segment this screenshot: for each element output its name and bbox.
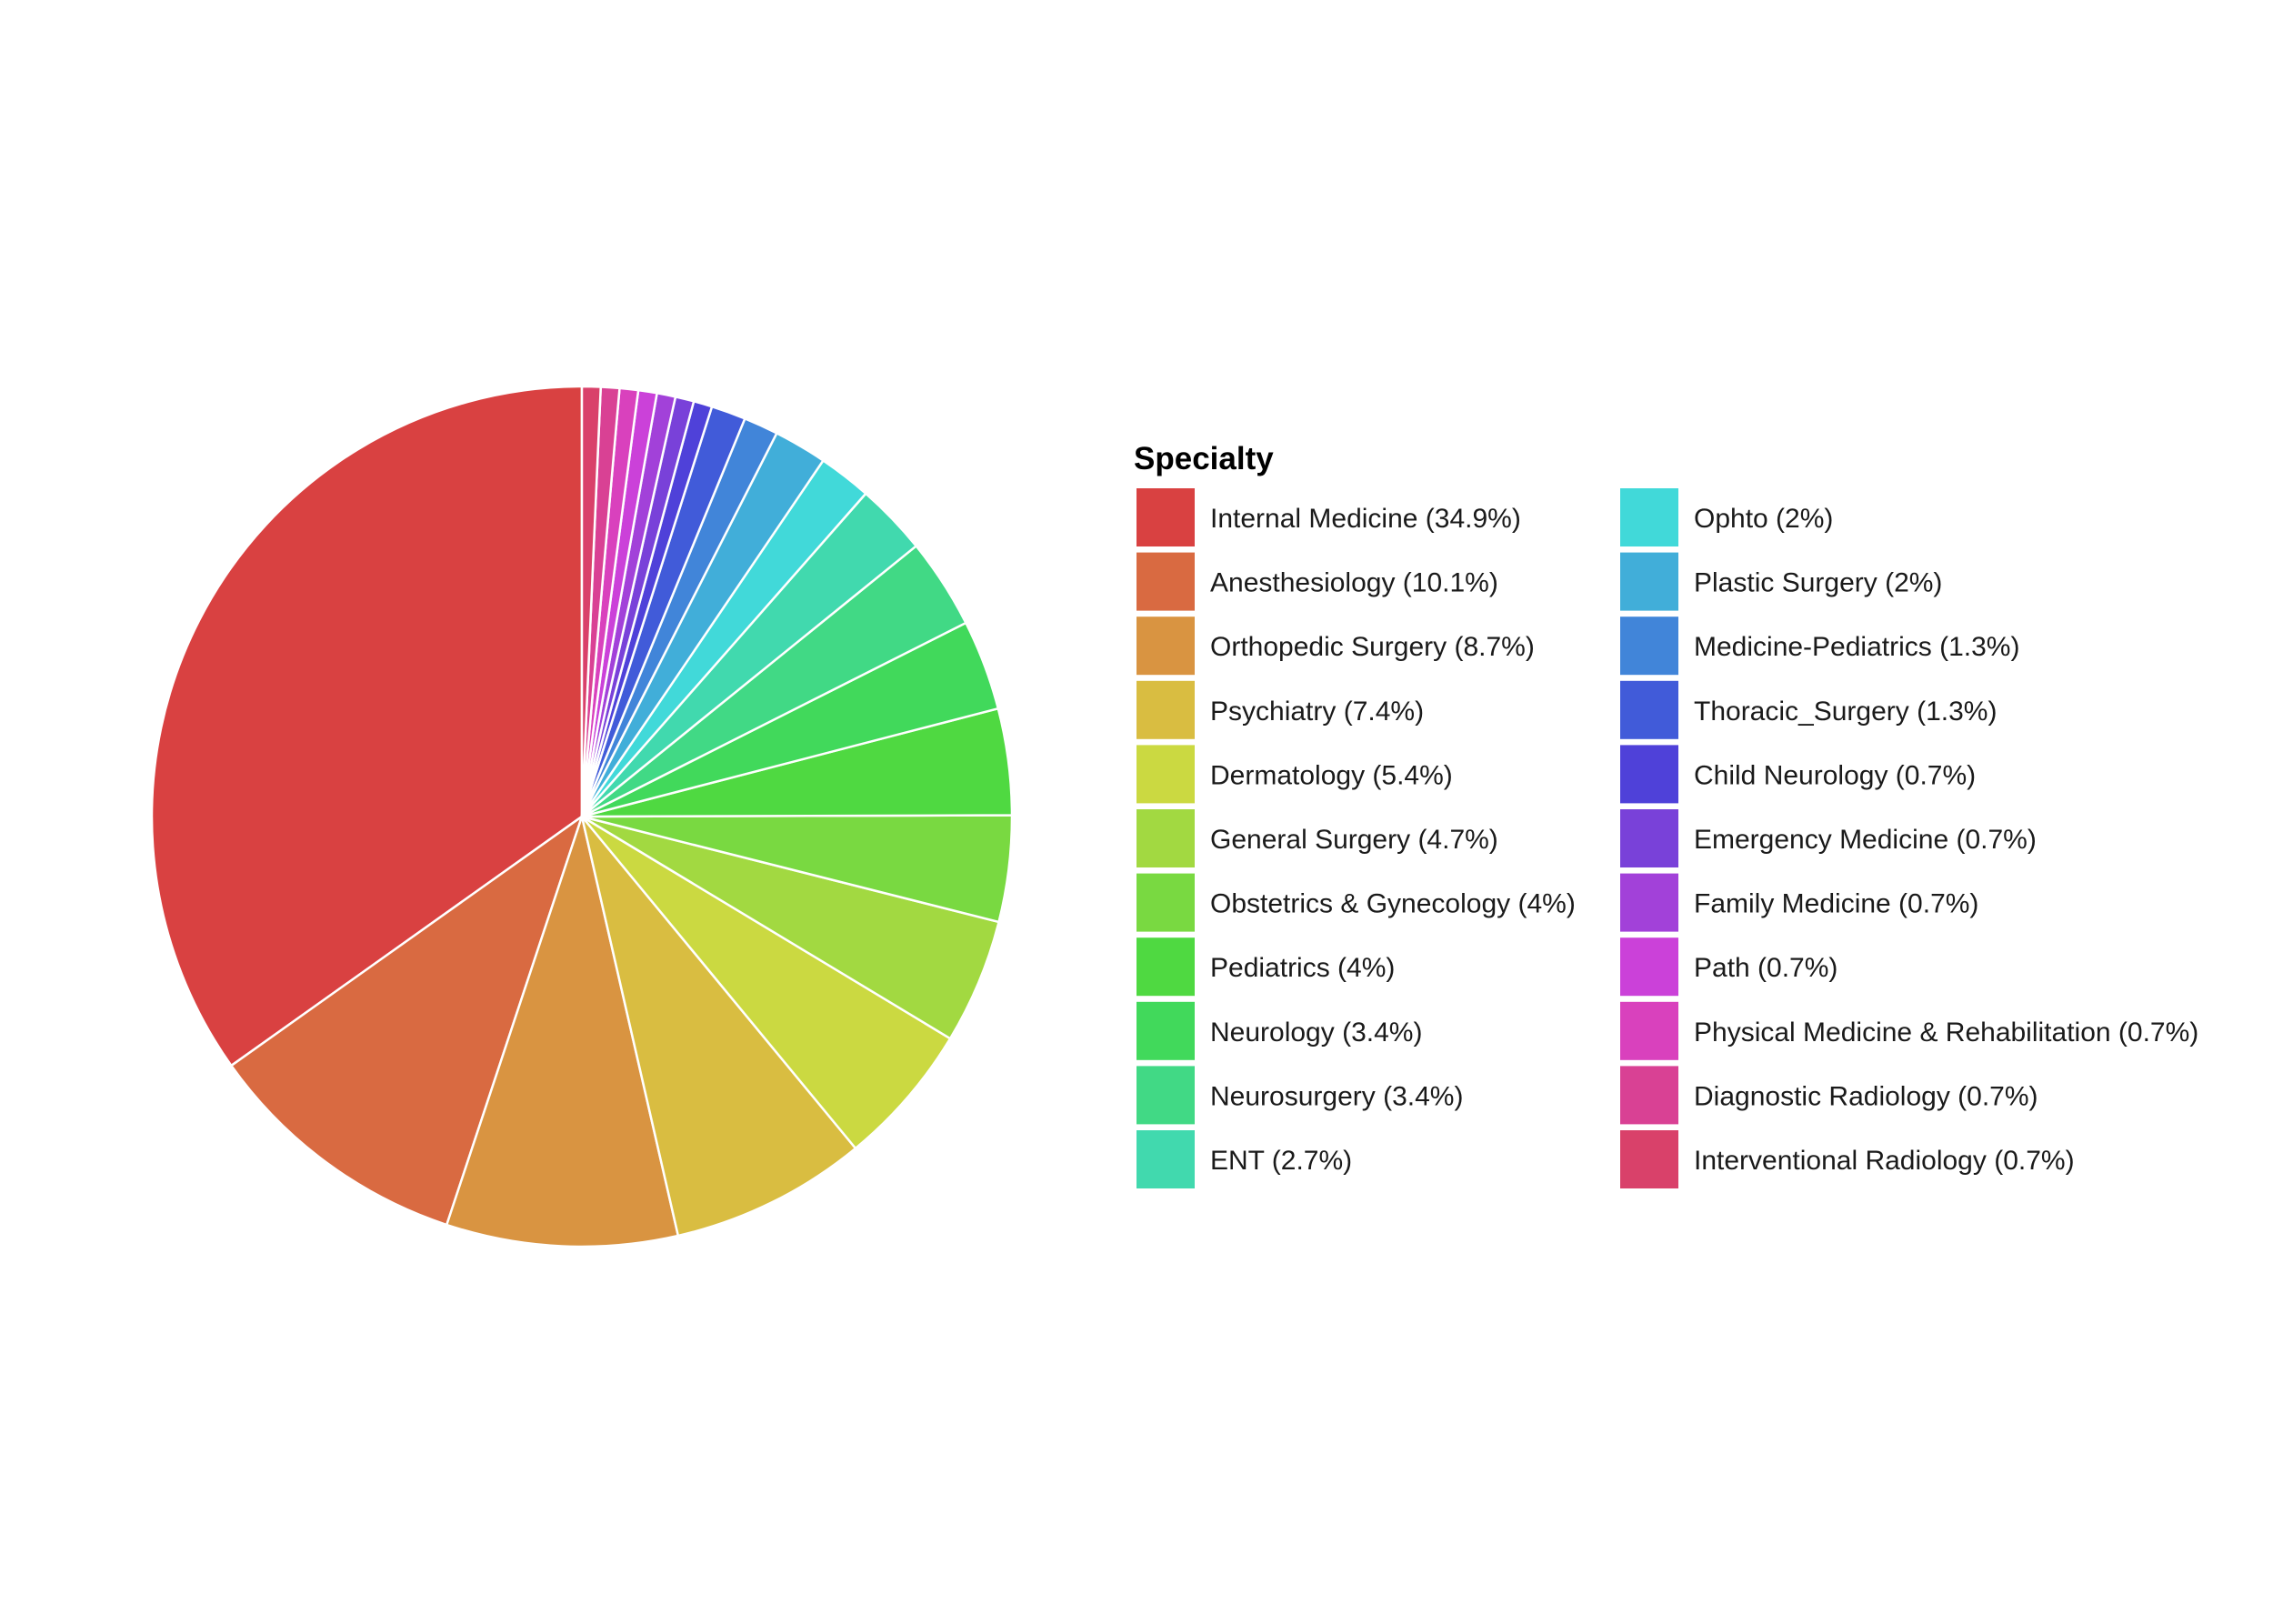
legend-label: Internal Medicine (34.9%) [1210,504,1521,534]
legend-label: Child Neurology (0.7%) [1694,760,1976,790]
legend-swatch [1136,680,1195,739]
legend-label: Plastic Surgery (2%) [1694,568,1942,598]
legend-item-internal-medicine: Internal Medicine (34.9%) [1136,488,1521,546]
legend: Specialty Internal Medicine (34.9%) Anest… [1134,441,2198,1188]
legend-item-ophto: Ophto (2%) [1620,488,1833,546]
legend-swatch [1620,617,1678,676]
legend-item-path: Path (0.7%) [1620,937,1837,997]
legend-swatch [1620,873,1678,932]
legend-swatch [1136,1130,1195,1188]
legend-swatch [1620,809,1678,867]
legend-label: Neurosurgery (3.4%) [1210,1081,1463,1111]
legend-label: Ophto (2%) [1694,504,1833,534]
legend-item-interventional-radiology: Interventional Radiology (0.7%) [1620,1130,2075,1188]
pie-slice-psychiatry [580,815,857,1238]
legend-item-ent: ENT (2.7%) [1136,1130,1352,1188]
legend-label: Family Medicine (0.7%) [1694,889,1978,919]
legend-item-plastic-surgery: Plastic Surgery (2%) [1620,552,1942,611]
legend-label: Interventional Radiology (0.7%) [1694,1146,2075,1176]
legend-item-general-surgery: General Surgery (4.7%) [1136,809,1498,867]
legend-label: Pediatrics (4%) [1210,953,1395,983]
legend-label: Medicine-Pediatrics (1.3%) [1694,632,2019,662]
legend-swatch [1136,1001,1195,1060]
legend-item-psychiatry: Psychiatry (7.4%) [1136,680,1424,739]
legend-swatch [1620,552,1678,611]
legend-item-family-medicine: Family Medicine (0.7%) [1620,873,1978,932]
legend-item-pediatrics: Pediatrics (4%) [1136,937,1395,997]
legend-label: Physical Medicine & Rehabilitation (0.7%… [1694,1018,2198,1048]
legend-item-orthopedic-surgery: Orthopedic Surgery (8.7%) [1136,617,1535,676]
legend-label: Path (0.7%) [1694,953,1837,983]
legend-item-thoracic-surgery: Thoracic_Surgery (1.3%) [1620,680,1997,739]
legend-swatch [1136,1066,1195,1125]
pie-slice-dermatology [580,815,952,1150]
legend-label: Thoracic_Surgery (1.3%) [1694,697,1997,727]
legend-swatch [1136,488,1195,546]
legend-item-medicine-pediatrics: Medicine-Pediatrics (1.3%) [1620,617,2019,676]
legend-swatch [1620,488,1678,546]
pie-slices [150,385,1014,1248]
legend-swatch [1620,937,1678,997]
legend-item-neurosurgery: Neurosurgery (3.4%) [1136,1066,1463,1125]
legend-label: Psychiatry (7.4%) [1210,697,1424,727]
legend-label: Diagnostic Radiology (0.7%) [1694,1081,2038,1111]
legend-label: General Surgery (4.7%) [1210,825,1498,855]
legend-item-emergency-medicine: Emergency Medicine (0.7%) [1620,809,2037,867]
legend-swatch [1136,937,1195,997]
legend-swatch [1620,1001,1678,1060]
legend-item-diagnostic-radiology: Diagnostic Radiology (0.7%) [1620,1066,2038,1125]
pie-slice-anesthesiology [230,815,584,1227]
legend-label: Neurology (3.4%) [1210,1018,1422,1048]
legend-item-neurology: Neurology (3.4%) [1136,1001,1422,1060]
legend-title: Specialty [1134,441,1274,476]
legend-item-physical-medicine-rehabilitation: Physical Medicine & Rehabilitation (0.7%… [1620,1001,2198,1060]
legend-swatch [1620,1066,1678,1125]
legend-swatch [1136,617,1195,676]
legend-swatch [1620,1130,1678,1188]
pie-slice-internal-medicine [150,385,584,1068]
legend-item-dermatology: Dermatology (5.4%) [1136,745,1453,804]
legend-label: Orthopedic Surgery (8.7%) [1210,632,1535,662]
legend-swatch [1620,680,1678,739]
legend-swatch [1136,745,1195,804]
legend-label: Anesthesiology (10.1%) [1210,568,1498,598]
legend-label: Obstetrics & Gynecology (4%) [1210,889,1576,919]
legend-item-obstetrics-gynecology: Obstetrics & Gynecology (4%) [1136,873,1576,932]
legend-item-child-neurology: Child Neurology (0.7%) [1620,745,1976,804]
legend-label: Emergency Medicine (0.7%) [1694,825,2037,855]
legend-swatch [1136,809,1195,867]
legend-swatch [1136,873,1195,932]
legend-items: Internal Medicine (34.9%) Anesthesiology … [1136,488,2198,1188]
legend-swatch [1620,745,1678,804]
legend-item-anesthesiology: Anesthesiology (10.1%) [1136,552,1498,611]
pie-slice-interventional-radiology [580,385,603,818]
legend-swatch [1136,552,1195,611]
legend-label: Dermatology (5.4%) [1210,760,1453,790]
pie-slice-orthopedic-surgery [446,815,680,1248]
legend-label: ENT (2.7%) [1210,1146,1352,1176]
